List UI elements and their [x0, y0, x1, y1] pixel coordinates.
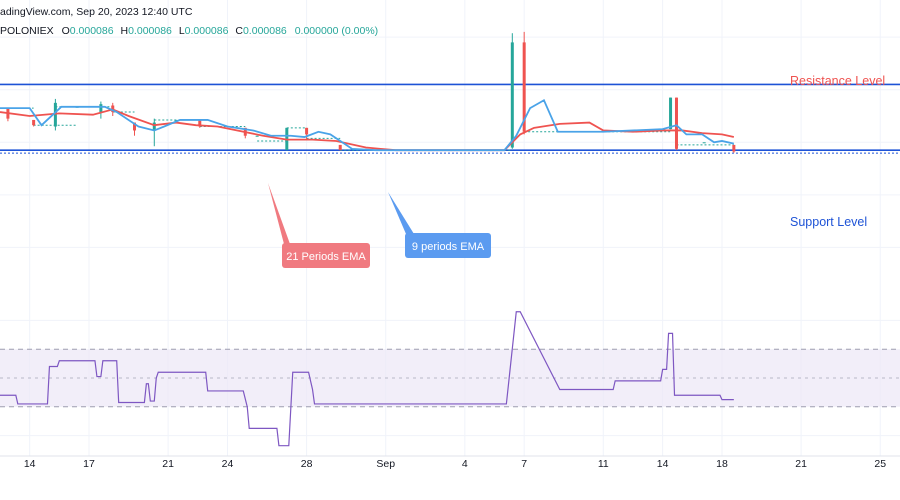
x-tick-label: 4: [462, 458, 468, 470]
l-label: L: [179, 25, 185, 37]
candle-body: [338, 144, 342, 151]
candle: [6, 108, 10, 122]
rsi-line: [0, 311, 734, 447]
change-value: 0.000000 (0.00%): [295, 25, 378, 37]
ema21-callout-box: [282, 243, 370, 268]
support-label: Support Level: [790, 215, 867, 229]
candle-body: [133, 122, 137, 131]
x-tick-label: 18: [716, 458, 728, 470]
candle: [338, 144, 342, 151]
c-label: C: [235, 25, 243, 37]
candle: [198, 119, 202, 128]
candle-body: [99, 104, 103, 113]
x-tick-label: 25: [874, 458, 886, 470]
ema9-callout-label: 9 periods EMA: [412, 241, 485, 253]
candle: [53, 98, 57, 131]
candle-body: [255, 135, 259, 137]
candle: [99, 101, 103, 119]
x-tick-label: Sep: [376, 458, 395, 470]
candles: [6, 31, 736, 153]
h-label: H: [121, 25, 129, 37]
candle-body: [674, 97, 678, 149]
candle: [674, 97, 678, 151]
candle: [510, 33, 514, 149]
l-value: 0.000086: [185, 25, 229, 37]
candle-body: [198, 119, 202, 127]
candle: [32, 119, 36, 127]
x-axis: 14 17 21 24 28 Sep 4 7 11 14 18 21 25: [0, 455, 900, 470]
candle: [174, 119, 178, 121]
ohlc-header: POLONIEX O0.000086 H0.000086 L0.000086 C…: [0, 25, 378, 37]
candle-body: [702, 142, 706, 144]
candle: [732, 144, 736, 153]
candle-body: [174, 119, 178, 121]
ema21-line: [0, 108, 735, 152]
candle: [152, 118, 156, 147]
candle: [702, 142, 706, 144]
source-line: adingView.com, Sep 20, 2023 12:40 UTC: [0, 6, 193, 18]
x-tick-label: 17: [83, 458, 95, 470]
x-tick-label: 21: [162, 458, 174, 470]
h-value: 0.000086: [128, 25, 172, 37]
candle-body: [522, 42, 526, 132]
candle-body: [53, 102, 57, 127]
x-tick-label: 24: [222, 458, 234, 470]
ema9-line: [0, 98, 735, 152]
resistance-label: Resistance Level: [790, 74, 885, 88]
candle-body: [32, 119, 36, 126]
symbol: POLONIEX: [0, 25, 54, 37]
candle-body: [732, 144, 736, 152]
ema21-callout-label: 21 Periods EMA: [286, 251, 366, 263]
candle: [305, 127, 309, 140]
ema21-callout-pointer: [268, 183, 290, 244]
ema9-callout-pointer: [388, 192, 414, 234]
candle: [255, 135, 259, 137]
ema21-callout: 21 Periods EMA: [268, 183, 370, 268]
x-tick-label: 28: [301, 458, 313, 470]
x-tick-label: 11: [598, 458, 609, 470]
candle-body: [669, 97, 673, 130]
rsi-pane: [0, 311, 900, 447]
candle-body: [305, 127, 309, 135]
x-tick-label: 14: [24, 458, 36, 470]
x-tick-label: 14: [657, 458, 669, 470]
candle: [522, 31, 526, 135]
x-tick-label: 21: [795, 458, 807, 470]
candle-body: [152, 122, 156, 131]
dotted-segments: [0, 106, 734, 151]
candle-body: [510, 42, 514, 148]
ema9-callout-box: [405, 233, 491, 258]
ema9-callout: 9 periods EMA: [388, 192, 491, 258]
o-value: 0.000086: [70, 25, 114, 37]
c-value: 0.000086: [243, 25, 287, 37]
o-label: O: [62, 25, 70, 37]
x-tick-label: 7: [521, 458, 527, 470]
candle: [669, 97, 673, 130]
